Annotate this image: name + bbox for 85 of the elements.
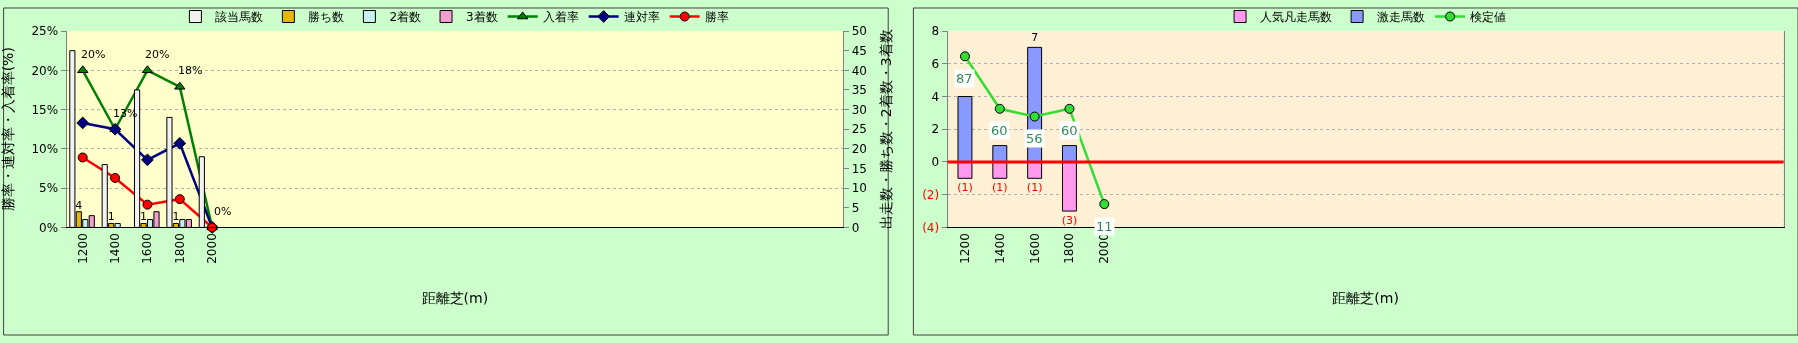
y2-tick-label: 45 (851, 43, 867, 58)
y-tick-label: 0 (931, 155, 940, 170)
y-tick-label: 0% (39, 220, 59, 235)
x-tick-label: 2000 (205, 233, 220, 264)
y2-tick-label: 25 (851, 122, 867, 137)
data-label: 87 (956, 71, 973, 86)
point (994, 103, 1005, 114)
y-tick-label: 4 (931, 89, 940, 104)
point (142, 199, 153, 210)
y-tick-label: 6 (931, 56, 940, 71)
data-label: (3) (1061, 214, 1078, 228)
point (174, 81, 186, 90)
x-tick-label: 1800 (1062, 233, 1077, 264)
legend-label: 連対率 (623, 10, 660, 25)
point (77, 152, 88, 163)
data-label: 4 (75, 198, 83, 212)
bar (1062, 161, 1077, 212)
point (959, 51, 970, 62)
y-tick-label: 15% (31, 102, 59, 117)
x-tick-label: 1200 (75, 233, 90, 264)
y2-tick-label: 15 (851, 161, 867, 176)
x-tick-label: 1400 (107, 233, 122, 264)
bar (957, 95, 973, 163)
x-tick-label: 1800 (172, 233, 187, 264)
data-label: (1) (957, 181, 973, 195)
data-label: 1 (140, 210, 148, 224)
y-tick-label: 8 (931, 24, 940, 39)
y-axis-title: 勝率・連対率・入着率(%) (0, 47, 16, 212)
y-tick-label: (4) (922, 220, 940, 235)
data-label: 56 (1026, 131, 1043, 146)
point (173, 137, 187, 150)
y2-tick-label: 20 (851, 142, 867, 157)
y2-tick-label: 0 (851, 220, 860, 235)
data-label: 20% (145, 48, 170, 61)
y2-tick-label: 40 (851, 63, 867, 78)
point (1099, 199, 1110, 210)
x-tick-label: 1600 (140, 233, 155, 264)
y-tick-label: 25% (31, 24, 59, 39)
legend-label: 激走馬数 (1377, 10, 1426, 25)
point (110, 172, 121, 183)
y-tick-label: 5% (39, 181, 59, 196)
data-label: (1) (1026, 181, 1043, 195)
y-tick-label: (2) (922, 187, 940, 202)
legend-label: 勝率 (704, 10, 729, 25)
legend-label: 勝ち数 (308, 10, 345, 25)
data-label: 1 (172, 210, 180, 224)
data-label: 60 (1061, 123, 1078, 138)
legend-label: 検定値 (1470, 10, 1507, 25)
bar (1027, 161, 1043, 179)
point (77, 65, 89, 74)
data-label: 60 (991, 123, 1008, 138)
x-axis-title: 距離芝(m) (421, 290, 489, 307)
x-axis-title: 距離芝(m) (1332, 290, 1399, 307)
legend-label: 入着率 (542, 10, 579, 25)
data-label: 20% (81, 48, 106, 61)
x-tick-label: 1200 (957, 233, 972, 264)
y2-axis-title: 出走数・勝ち数・2着数・3着数 (878, 29, 895, 230)
x-tick-label: 1600 (1027, 233, 1042, 264)
y-tick-label: 10% (31, 142, 59, 157)
data-label: 18% (178, 64, 203, 77)
bar (957, 161, 973, 179)
legend-label: 該当馬数 (215, 10, 264, 25)
legend-label: 3着数 (466, 10, 498, 25)
x-tick-label: 1400 (992, 233, 1007, 264)
legend-label: 2着数 (389, 10, 422, 25)
data-label: 0% (214, 205, 232, 218)
data-label: (1) (992, 181, 1008, 195)
data-label: 11 (1096, 219, 1113, 234)
point (174, 194, 185, 205)
point (1064, 103, 1075, 114)
y-tick-label: 20% (31, 63, 59, 78)
y2-tick-label: 50 (851, 24, 867, 39)
point (108, 122, 122, 136)
legend-label: 人気凡走馬数 (1260, 10, 1333, 25)
point (141, 153, 154, 167)
y2-tick-label: 30 (851, 102, 867, 117)
data-label: 7 (1031, 31, 1039, 45)
data-label: 1 (107, 210, 115, 224)
y-tick-label: 2 (931, 122, 940, 137)
bar (992, 161, 1008, 179)
y2-tick-label: 5 (851, 200, 860, 215)
y2-tick-label: 35 (851, 83, 867, 98)
y2-tick-label: 10 (851, 181, 867, 196)
point (76, 116, 90, 130)
point (1029, 111, 1040, 122)
